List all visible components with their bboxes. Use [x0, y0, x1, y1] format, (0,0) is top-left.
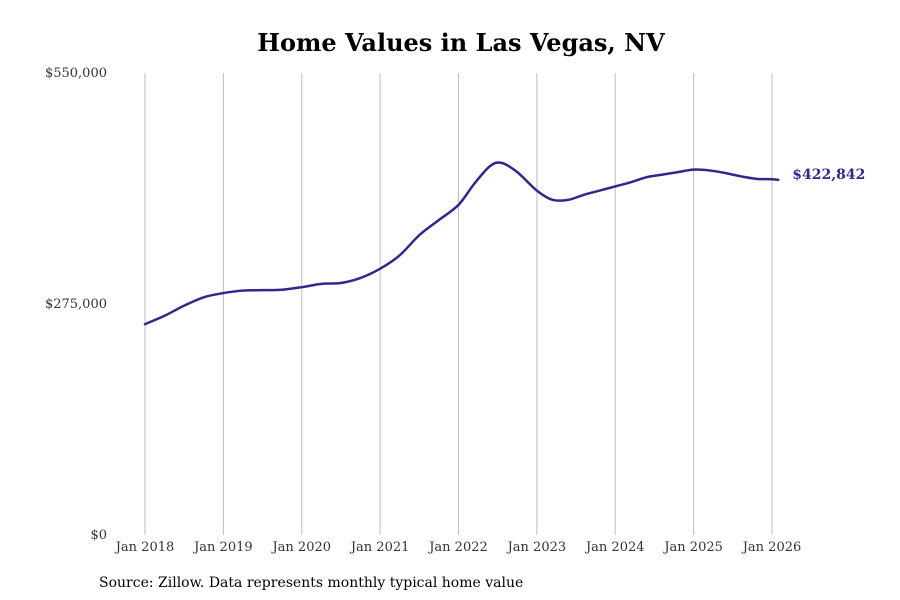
series-line-typical-home-value	[143, 161, 780, 326]
end-value-label: $422,842	[792, 167, 865, 183]
y-tick-label-0: $0	[90, 528, 107, 543]
grid-lines	[144, 73, 773, 535]
y-tick-label-550000: $550,000	[45, 66, 107, 81]
y-axis-tick-labels: $0 $275,000 $550,000	[45, 66, 107, 543]
x-tick-label-2022: Jan 2022	[427, 540, 488, 555]
x-tick-label-2026: Jan 2026	[741, 540, 802, 555]
x-tick-label-2025: Jan 2025	[662, 540, 723, 555]
x-tick-label-2020: Jan 2020	[270, 540, 331, 555]
x-tick-label-2021: Jan 2021	[349, 540, 410, 555]
x-tick-label-2024: Jan 2024	[584, 540, 645, 555]
x-axis-tick-labels: Jan 2018 Jan 2019 Jan 2020 Jan 2021 Jan 2022…	[114, 540, 802, 555]
chart-title: Home Values in Las Vegas, NV	[257, 28, 665, 57]
y-tick-label-275000: $275,000	[45, 297, 107, 312]
x-tick-label-2018: Jan 2018	[114, 540, 175, 555]
x-tick-label-2023: Jan 2023	[506, 540, 567, 555]
x-tick-label-2019: Jan 2019	[192, 540, 253, 555]
source-note: Source: Zillow. Data represents monthly …	[99, 575, 523, 591]
